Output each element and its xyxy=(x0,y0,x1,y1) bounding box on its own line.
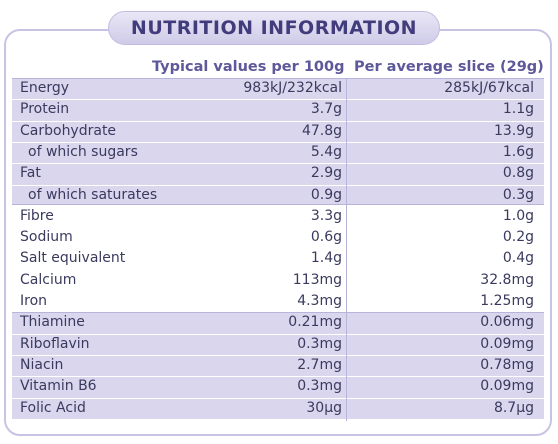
table-row: Vitamin B6 0.3mg 0.09mg xyxy=(12,376,544,397)
nutrient-label: Fat xyxy=(20,165,41,182)
nutrient-label: Carbohydrate xyxy=(20,122,117,139)
value-per-slice: 0.4g xyxy=(502,250,534,267)
table-row: Riboflavin 0.3mg 0.09mg xyxy=(12,334,544,355)
row-separator xyxy=(12,141,544,143)
value-per-100g: 30µg xyxy=(306,399,342,416)
table-band-macros xyxy=(12,78,544,204)
nutrient-label: Niacin xyxy=(20,356,64,373)
value-per-100g: 0.6g xyxy=(310,229,342,246)
nutrient-label: Sodium xyxy=(20,229,73,246)
value-per-slice: 0.8g xyxy=(502,165,534,182)
table-divider xyxy=(12,312,544,313)
page-title: NUTRITION INFORMATION xyxy=(130,17,418,39)
nutrient-label: Folic Acid xyxy=(20,399,86,416)
value-per-slice: 0.09mg xyxy=(480,378,534,395)
value-per-100g: 2.9g xyxy=(310,165,342,182)
table-row: Energy 983kJ/232kcal 285kJ/67kcal xyxy=(12,78,544,99)
value-per-slice: 0.2g xyxy=(502,229,534,246)
column-header-per-100g: Typical values per 100g xyxy=(152,59,345,75)
table-row: Sodium 0.6g 0.2g xyxy=(12,227,544,248)
value-per-100g: 983kJ/232kcal xyxy=(243,80,342,96)
table-row: Salt equivalent 1.4g 0.4g xyxy=(12,248,544,269)
nutrient-label: Riboflavin xyxy=(20,335,90,352)
value-per-100g: 47.8g xyxy=(301,122,342,139)
nutrient-label: Fibre xyxy=(20,207,54,224)
value-per-100g: 0.3mg xyxy=(297,378,342,395)
nutrient-label: of which sugars xyxy=(28,143,138,160)
table-row: of which saturates 0.9g 0.3g xyxy=(12,185,544,206)
value-per-slice: 285kJ/67kcal xyxy=(444,80,534,96)
row-separator xyxy=(12,354,544,356)
value-per-slice: 1.1g xyxy=(502,101,534,118)
row-separator xyxy=(12,333,544,335)
value-per-slice: 32.8mg xyxy=(480,271,534,288)
table-divider xyxy=(12,204,544,205)
value-per-100g: 113mg xyxy=(292,271,342,288)
table-row: Iron 4.3mg 1.25mg xyxy=(12,291,544,312)
value-per-slice: 1.0g xyxy=(502,207,534,224)
row-separator xyxy=(12,397,544,399)
value-per-slice: 1.25mg xyxy=(480,293,534,309)
table-band-vitamins xyxy=(12,312,544,419)
nutrient-label: Vitamin B6 xyxy=(20,378,97,395)
table-top-divider xyxy=(12,78,544,79)
value-per-slice: 0.78mg xyxy=(480,356,534,373)
row-separator xyxy=(12,163,544,165)
value-per-slice: 0.3g xyxy=(502,186,534,203)
table-row: of which sugars 5.4g 1.6g xyxy=(12,142,544,163)
nutrient-label: Calcium xyxy=(20,271,77,288)
column-divider xyxy=(346,78,347,421)
value-per-100g: 2.7mg xyxy=(297,356,342,373)
column-header-per-slice: Per average slice (29g) xyxy=(354,59,544,75)
value-per-100g: 5.4g xyxy=(310,143,342,160)
nutrient-label: Energy xyxy=(20,80,70,96)
table-row: Carbohydrate 47.8g 13.9g xyxy=(12,121,544,142)
value-per-slice: 0.06mg xyxy=(480,314,534,331)
table-row: Fat 2.9g 0.8g xyxy=(12,163,544,184)
value-per-slice: 0.09mg xyxy=(480,335,534,352)
value-per-slice: 13.9g xyxy=(493,122,534,139)
row-separator xyxy=(12,99,544,101)
nutrient-label: Thiamine xyxy=(20,314,85,331)
value-per-slice: 8.7µg xyxy=(493,399,534,416)
row-separator xyxy=(12,376,544,378)
row-separator xyxy=(12,120,544,122)
nutrient-label: Salt equivalent xyxy=(20,250,126,267)
value-per-100g: 3.3g xyxy=(310,207,342,224)
value-per-100g: 4.3mg xyxy=(297,293,342,309)
table-row: Protein 3.7g 1.1g xyxy=(12,99,544,120)
value-per-100g: 0.21mg xyxy=(288,314,342,331)
title-banner: NUTRITION INFORMATION xyxy=(108,11,440,45)
row-separator xyxy=(12,184,544,186)
value-per-100g: 0.9g xyxy=(310,186,342,203)
value-per-slice: 1.6g xyxy=(502,143,534,160)
nutrient-label: Protein xyxy=(20,101,70,118)
table-row: Niacin 2.7mg 0.78mg xyxy=(12,355,544,376)
nutrient-label: Iron xyxy=(20,293,48,309)
value-per-100g: 0.3mg xyxy=(297,335,342,352)
value-per-100g: 3.7g xyxy=(310,101,342,118)
table-row: Thiamine 0.21mg 0.06mg xyxy=(12,312,544,333)
nutrient-label: of which saturates xyxy=(28,186,158,203)
value-per-100g: 1.4g xyxy=(310,250,342,267)
table-row: Fibre 3.3g 1.0g xyxy=(12,206,544,227)
table-row: Folic Acid 30µg 8.7µg xyxy=(12,398,544,419)
table-row: Calcium 113mg 32.8mg xyxy=(12,270,544,291)
